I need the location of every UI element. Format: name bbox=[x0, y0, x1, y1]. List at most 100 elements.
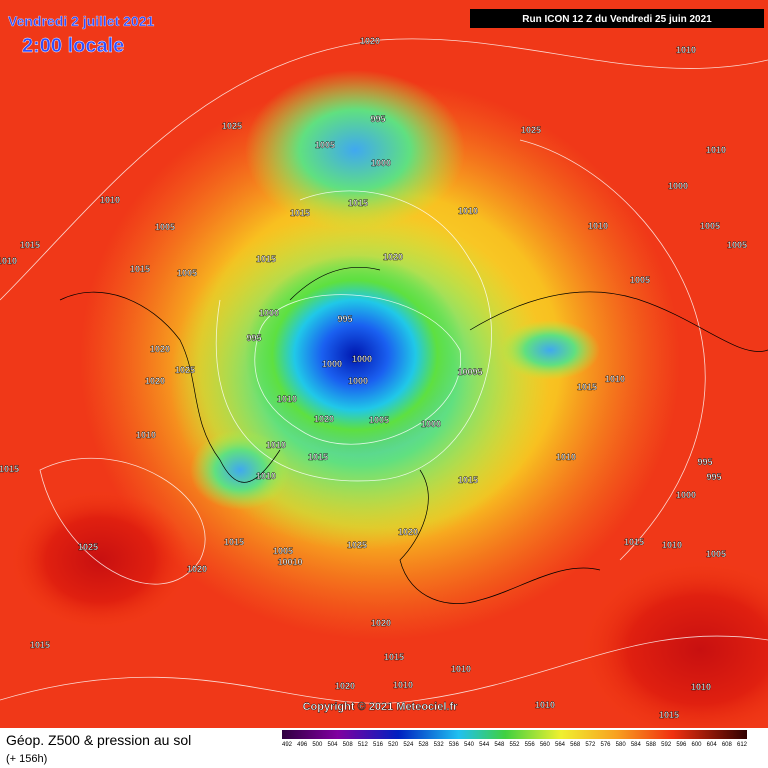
run-label: Run ICON 12 Z du Vendredi 25 juin 2021 bbox=[522, 14, 712, 25]
isobar-label: 1020 bbox=[150, 344, 170, 354]
scale-label: 544 bbox=[479, 742, 490, 748]
isobar-label: 1015 bbox=[130, 264, 150, 274]
scale-label: 612 bbox=[737, 742, 748, 748]
scale-label: 588 bbox=[646, 742, 657, 748]
isobar-label: 995 bbox=[370, 114, 385, 124]
isobar-label: 1015 bbox=[384, 652, 404, 662]
run-box bbox=[470, 9, 764, 28]
scale-label: 540 bbox=[464, 742, 475, 748]
isobar-label: 1015 bbox=[659, 710, 679, 720]
isobar-label: 1015 bbox=[348, 198, 368, 208]
scale-label: 512 bbox=[358, 742, 369, 748]
scale-label: 528 bbox=[418, 742, 429, 748]
isobar-label: 1005 bbox=[706, 549, 726, 559]
isobar-label: 1005 bbox=[177, 268, 197, 278]
isobar-label: 1010 bbox=[458, 206, 478, 216]
isobar-label: 1005 bbox=[369, 415, 389, 425]
isobar-label: 1010 bbox=[100, 195, 120, 205]
isobar-label: 1015 bbox=[256, 254, 276, 264]
color-scale bbox=[282, 730, 747, 739]
isobar-label: 1000 bbox=[676, 490, 696, 500]
isobar-label: 995 bbox=[337, 314, 352, 324]
scale-label: 592 bbox=[661, 742, 672, 748]
warm-core bbox=[580, 560, 768, 740]
isobar-label: 1020 bbox=[398, 527, 418, 537]
isobar-label: 1000 bbox=[322, 359, 342, 369]
scale-label: 596 bbox=[676, 742, 687, 748]
isobar-label: 1010 bbox=[588, 221, 608, 231]
scale-label: 548 bbox=[494, 742, 505, 748]
scale-label: 564 bbox=[555, 742, 566, 748]
isobar-label: 1020 bbox=[335, 681, 355, 691]
isobar-label: 1020 bbox=[145, 376, 165, 386]
isobar-label: 1020 bbox=[371, 618, 391, 628]
scale-label: 568 bbox=[570, 742, 581, 748]
isobar-label: 1000 bbox=[371, 158, 391, 168]
isobar-label: 1005 bbox=[630, 275, 650, 285]
scale-label: 520 bbox=[388, 742, 399, 748]
scale-label: 604 bbox=[707, 742, 718, 748]
isobar-label: 1025 bbox=[347, 540, 367, 550]
coastlines bbox=[59, 266, 768, 604]
isobar-label: 1010 bbox=[393, 680, 413, 690]
isobar-label: 1015 bbox=[458, 475, 478, 485]
copyright: Copyright © 2021 Meteociel.fr bbox=[303, 701, 459, 713]
scale-label: 572 bbox=[585, 742, 596, 748]
scale-label: 532 bbox=[434, 742, 445, 748]
isobar-label: 10010 bbox=[277, 557, 302, 567]
isobar-label: 1015 bbox=[290, 208, 310, 218]
isobar-label: 1020 bbox=[314, 414, 334, 424]
time-label: 2:00 locale bbox=[22, 35, 124, 57]
scale-label: 576 bbox=[600, 742, 611, 748]
scale-label: 600 bbox=[691, 742, 702, 748]
isobar-label: 1010 bbox=[556, 452, 576, 462]
isobar-label: 1000 bbox=[259, 308, 279, 318]
scale-label: 500 bbox=[312, 742, 323, 748]
isobars bbox=[0, 38, 768, 704]
isobar-label: 1020 bbox=[360, 36, 380, 46]
isobar-label: 995 bbox=[246, 333, 261, 343]
cold-core bbox=[245, 255, 465, 455]
scale-label: 608 bbox=[722, 742, 733, 748]
isobar-label: 1005 bbox=[727, 240, 747, 250]
cool-zone bbox=[500, 320, 600, 380]
scale-label: 504 bbox=[327, 742, 338, 748]
scale-label: 516 bbox=[373, 742, 384, 748]
isobar-label: 1025 bbox=[521, 125, 541, 135]
isobar-label: 995 bbox=[706, 472, 721, 482]
isobar-label: 1010 bbox=[676, 45, 696, 55]
scale-labels: 492 496 500 504 508 512 516 520 524 528 532 536 540 5… bbox=[282, 742, 748, 748]
cool-zone bbox=[245, 70, 465, 230]
scale-label: 508 bbox=[343, 742, 354, 748]
isobar-label: 1020 bbox=[187, 564, 207, 574]
date-label: Vendredi 2 juillet 2021 bbox=[8, 13, 155, 29]
isobar-label: 1010 bbox=[605, 374, 625, 384]
isobar-label: 1015 bbox=[20, 240, 40, 250]
cool-zone bbox=[190, 430, 290, 510]
isobar-label: 1015 bbox=[624, 537, 644, 547]
isobar-label: 10095 bbox=[457, 367, 482, 377]
isobar-label: 1020 bbox=[383, 252, 403, 262]
footer-subtitle: (+ 156h) bbox=[6, 753, 47, 765]
isobar-label: 1010 bbox=[0, 256, 17, 266]
scale-label: 584 bbox=[631, 742, 642, 748]
scale-label: 556 bbox=[525, 742, 536, 748]
isobar-label: 1010 bbox=[256, 471, 276, 481]
isobar-label: 1015 bbox=[308, 452, 328, 462]
isobar-label: 1010 bbox=[691, 682, 711, 692]
isobar-label: 1025 bbox=[222, 121, 242, 131]
scale-label: 492 bbox=[282, 742, 293, 748]
isobar-label: 1005 bbox=[315, 140, 335, 150]
isobar-label: 1000 bbox=[352, 354, 372, 364]
isobar-label: 1015 bbox=[224, 537, 244, 547]
scale-label: 552 bbox=[509, 742, 520, 748]
footer-title: Géop. Z500 & pression au sol bbox=[6, 732, 191, 748]
isobar-label: 1005 bbox=[273, 546, 293, 556]
isobar-label: 1010 bbox=[136, 430, 156, 440]
scale-label: 496 bbox=[297, 742, 308, 748]
isobar-label: 1010 bbox=[277, 394, 297, 404]
isobar-label: 1000 bbox=[421, 419, 441, 429]
isobar-label: 1015 bbox=[0, 464, 19, 474]
